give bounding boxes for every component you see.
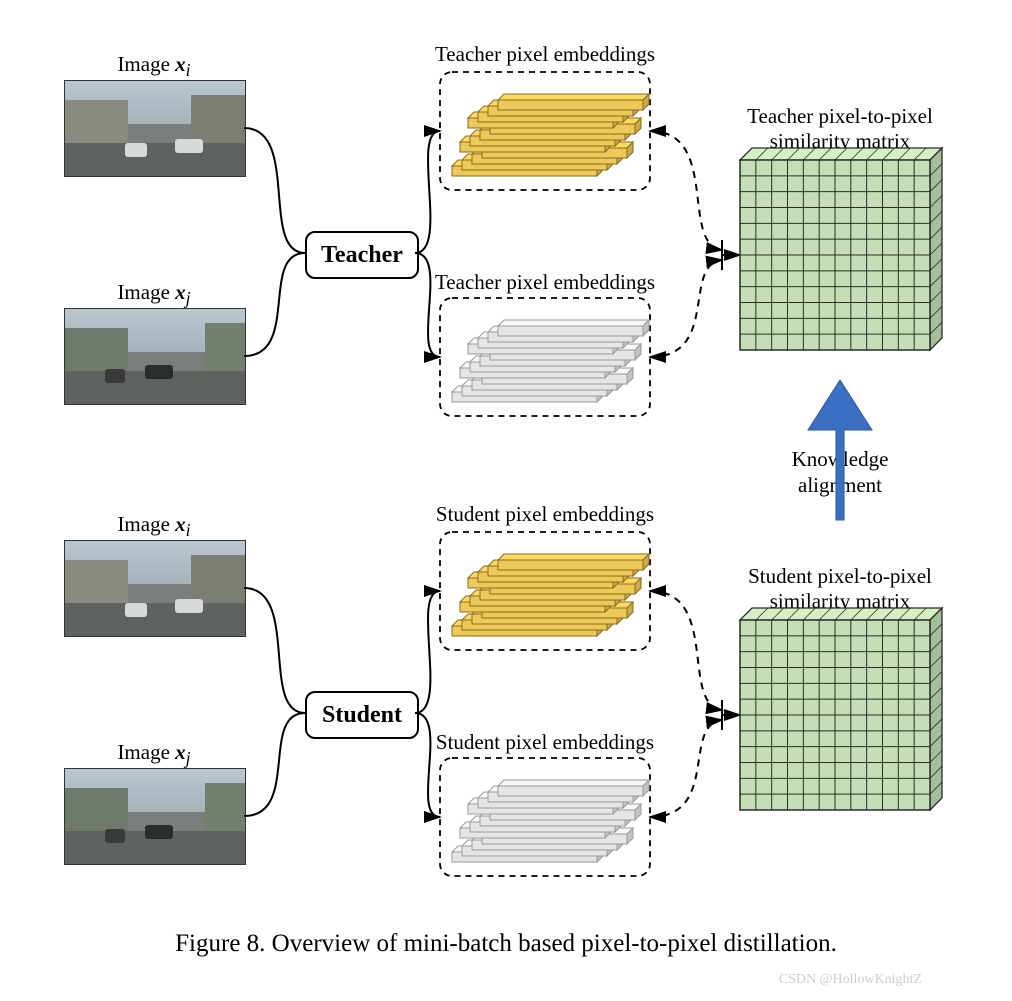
- teacher-embeddings-bot: [452, 320, 649, 402]
- conn-embtop-student-matrix: [650, 591, 722, 710]
- conn-teacher-embtop: [415, 131, 440, 253]
- watermark: CSDN @HollowKnightZ: [779, 972, 922, 988]
- conn-imgxj-teacher: [244, 253, 305, 356]
- conn-student-embbot: [415, 713, 440, 817]
- student-embeddings-bot: [452, 780, 649, 862]
- student-matrix: [740, 608, 942, 810]
- figure-caption: Figure 8. Overview of mini-batch based p…: [0, 930, 1012, 958]
- conn-embtop-teacher-matrix: [650, 131, 722, 250]
- teacher-matrix: [740, 148, 942, 350]
- conn-embbot-student-matrix: [650, 720, 722, 817]
- diagram-svg: [0, 0, 1012, 1001]
- conn-teacher-embbot: [415, 253, 440, 357]
- conn-student-embtop: [415, 591, 440, 713]
- conn-embbot-teacher-matrix: [650, 260, 722, 357]
- teacher-embeddings-top: [452, 94, 649, 176]
- conn-imgxi-student: [244, 588, 305, 713]
- knowledge-arrow-icon: [808, 380, 872, 520]
- conn-imgxj-student: [244, 713, 305, 816]
- student-embeddings-top: [452, 554, 649, 636]
- conn-imgxi-teacher: [244, 128, 305, 253]
